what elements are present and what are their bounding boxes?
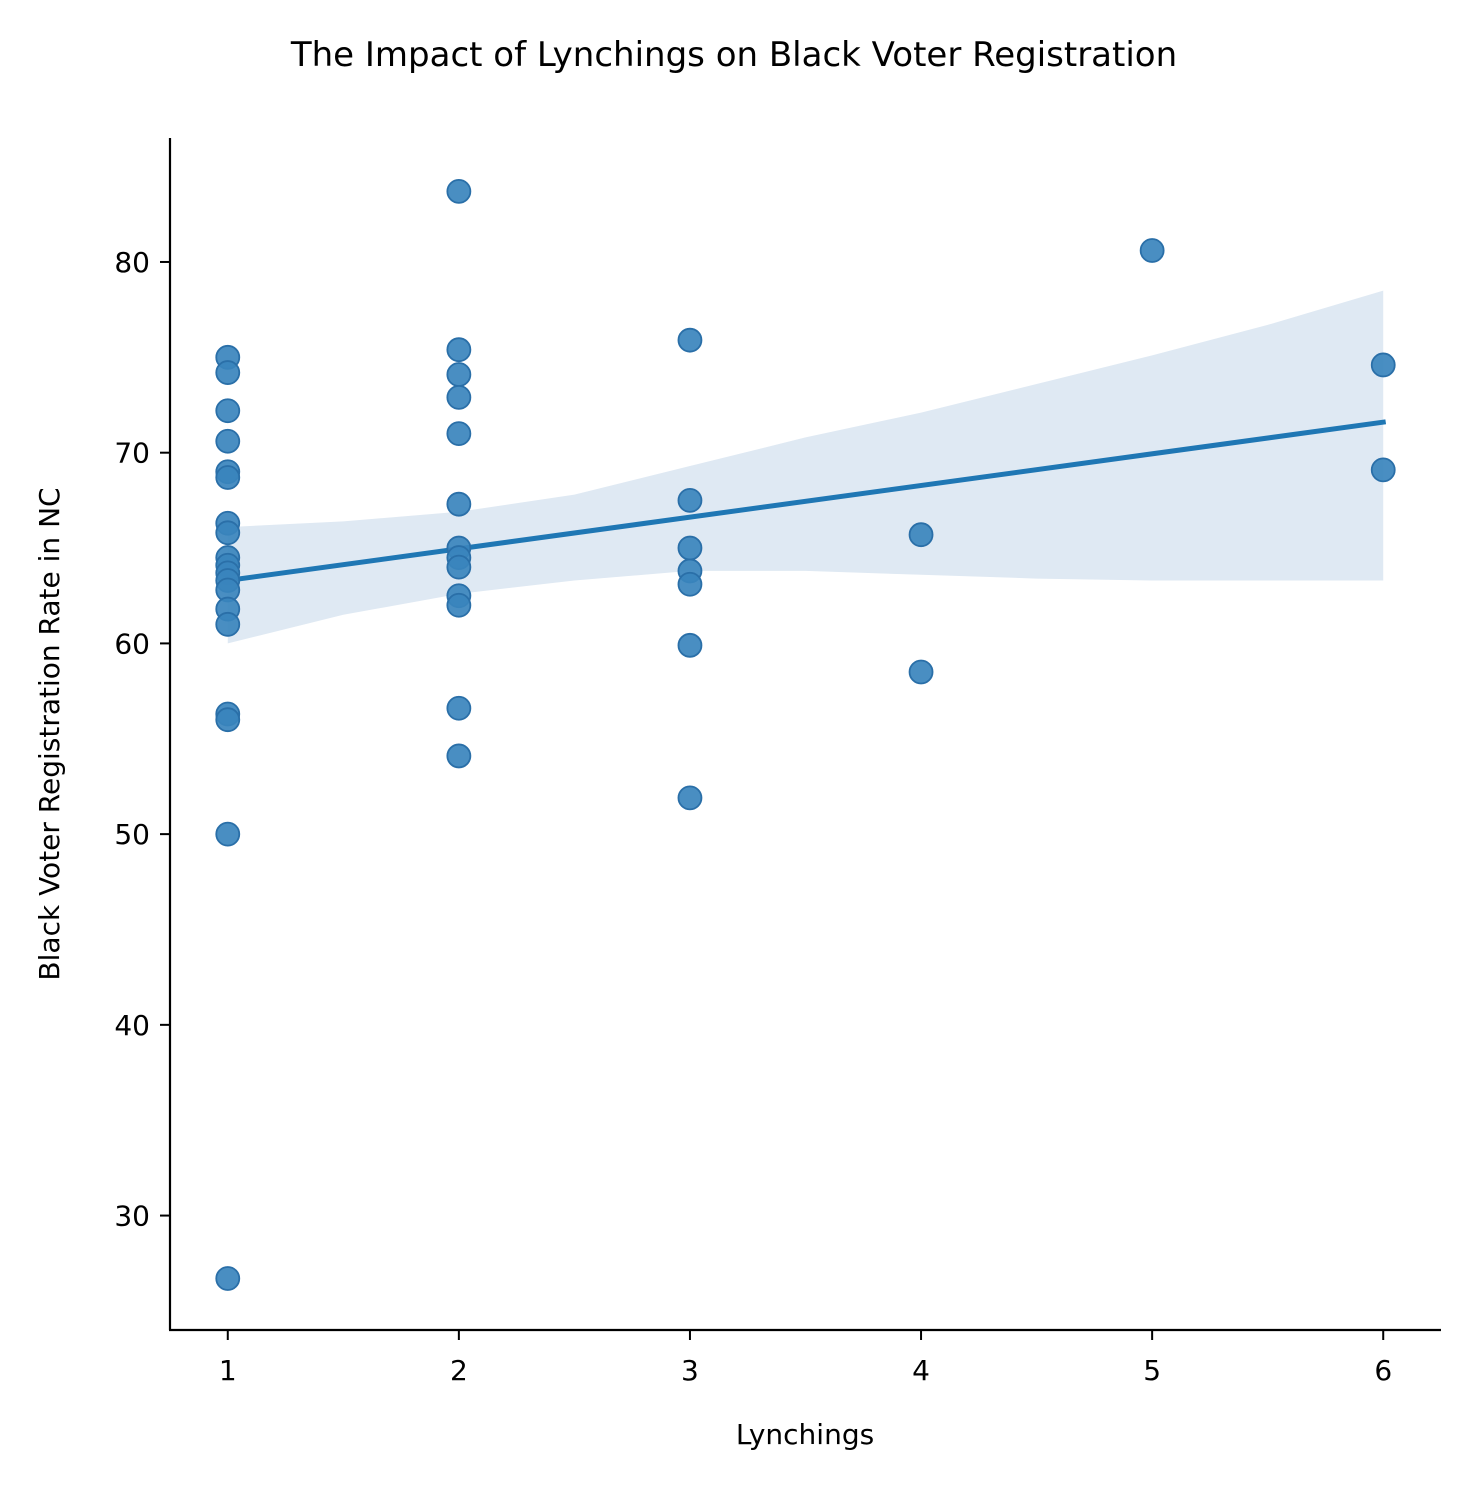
data-point [677, 571, 703, 597]
data-point [1139, 238, 1165, 263]
x-tick-label: 1 [219, 1354, 237, 1387]
y-tick-label: 40 [114, 1009, 150, 1042]
data-point [908, 659, 934, 685]
data-point [446, 421, 472, 447]
data-point [446, 743, 472, 769]
y-axis-ticks: 30 40 50 60 70 80 [114, 246, 170, 1233]
data-point [215, 1266, 241, 1291]
data-point [215, 465, 241, 490]
regression-line [224, 419, 1387, 584]
data-point [1370, 457, 1396, 483]
data-point [446, 592, 472, 618]
data-point [446, 491, 472, 517]
data-point [215, 821, 241, 847]
x-tick-label: 3 [681, 1354, 699, 1387]
data-point [677, 535, 703, 561]
y-tick-label: 50 [114, 818, 150, 851]
data-point [215, 611, 241, 637]
y-tick-label: 70 [114, 437, 150, 470]
data-point [677, 785, 703, 811]
confidence-band [227, 290, 1384, 644]
x-tick-label: 5 [1143, 1354, 1161, 1387]
data-point [215, 520, 241, 546]
y-tick-label: 80 [114, 246, 150, 279]
data-point [215, 360, 241, 385]
regression-line-layer [224, 419, 1387, 584]
y-tick-label: 30 [114, 1200, 150, 1233]
data-point [446, 384, 472, 410]
data-point [677, 632, 703, 658]
y-tick-label: 60 [114, 627, 150, 660]
data-point [908, 522, 934, 548]
data-point [446, 695, 472, 721]
data-point [677, 327, 703, 353]
data-point [215, 707, 241, 733]
x-tick-label: 6 [1374, 1354, 1392, 1387]
data-point [446, 179, 472, 204]
chart-title: The Impact of Lynchings on Black Voter R… [290, 35, 1177, 75]
data-point [446, 337, 472, 363]
data-point [677, 487, 703, 513]
data-point [446, 362, 472, 387]
data-point [215, 428, 241, 454]
data-point [1370, 352, 1396, 378]
x-axis-ticks: 1 2 3 4 5 6 [219, 1330, 1392, 1387]
x-tick-label: 4 [912, 1354, 930, 1387]
data-points-layer [215, 179, 1396, 1291]
data-point [215, 398, 241, 424]
y-axis-label: Black Voter Registration Rate in NC [33, 487, 66, 980]
data-point [446, 554, 472, 580]
x-axis-label: Lynchings [736, 1418, 874, 1451]
x-tick-label: 2 [450, 1354, 468, 1387]
confidence-band-layer [227, 290, 1384, 644]
